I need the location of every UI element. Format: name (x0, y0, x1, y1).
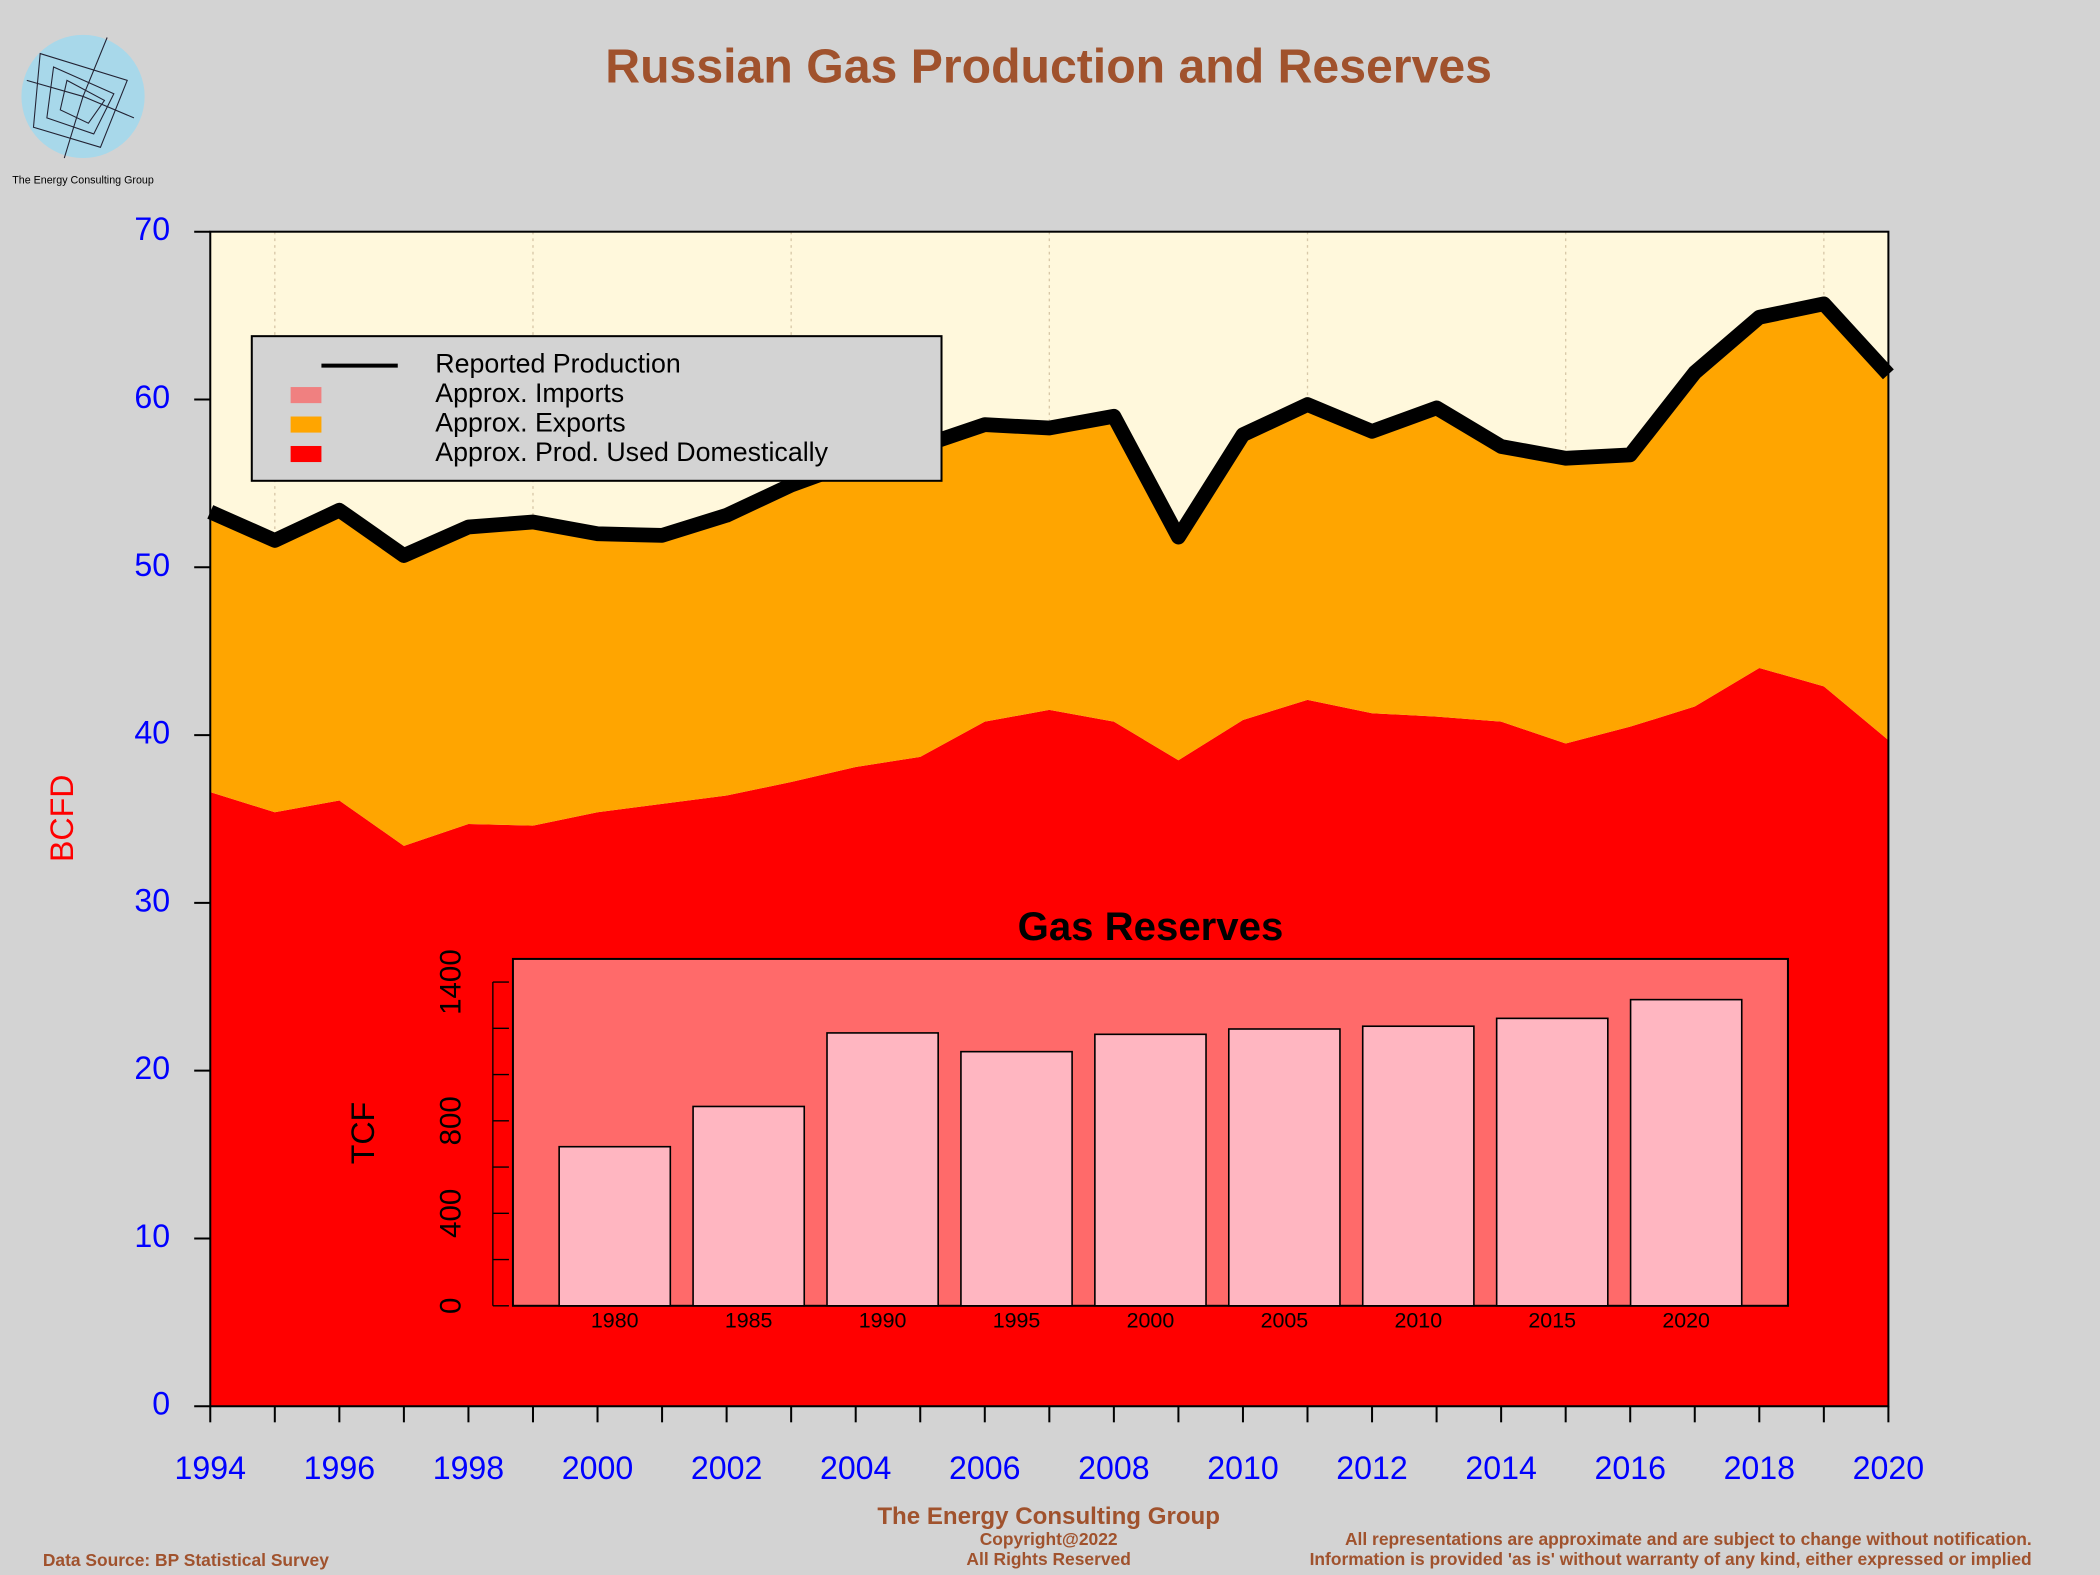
logo (21, 34, 145, 159)
y-tick-label: 20 (134, 1050, 170, 1086)
legend-label: Approx. Exports (435, 408, 625, 438)
y-tick-label: 400 (434, 1189, 467, 1238)
inset-title: Gas Reserves (1018, 904, 1284, 949)
x-tick-label: 2000 (1127, 1309, 1175, 1333)
x-tick-label: 2018 (1724, 1450, 1795, 1486)
legend-label: Reported Production (435, 349, 681, 379)
x-tick-label: 2006 (949, 1450, 1020, 1486)
bar (826, 1032, 939, 1307)
x-tick-label: 2010 (1394, 1309, 1442, 1333)
y-tick-label: 60 (134, 379, 170, 415)
legend-label: Approx. Imports (435, 378, 624, 408)
x-tick-label: 2016 (1594, 1450, 1665, 1486)
x-tick-label: 2020 (1662, 1309, 1710, 1333)
logo-text: The Energy Consulting Group (12, 175, 154, 187)
y-tick-label: 50 (134, 547, 170, 583)
x-tick-label: 2005 (1261, 1309, 1309, 1333)
area (210, 303, 1889, 846)
y-tick-label: 10 (134, 1218, 170, 1254)
bar (1094, 1033, 1207, 1307)
x-tick-label: 2020 (1853, 1450, 1924, 1486)
chart-title: Russian Gas Production and Reserves (605, 39, 1492, 93)
x-tick-label: 1994 (175, 1450, 246, 1486)
footer-disclaimer: All representations are approximate and … (1345, 1529, 2032, 1549)
line (207, 296, 1894, 563)
y-tick-label: 0 (434, 1298, 467, 1314)
logo-lines (26, 37, 135, 159)
x-tick-label: 2012 (1336, 1450, 1407, 1486)
y-tick-label: 30 (134, 882, 170, 918)
x-tick-label: 2010 (1207, 1450, 1278, 1486)
y-tick-label: 0 (152, 1386, 170, 1422)
inset-y-label: TCF (345, 1102, 381, 1164)
x-tick-label: 2002 (691, 1450, 762, 1486)
legend-swatch (290, 387, 322, 404)
footer-disclaimer: Information is provided 'as is' without … (1310, 1549, 2032, 1569)
y-tick-label: 800 (434, 1096, 467, 1145)
x-tick-label: 1995 (993, 1309, 1041, 1333)
x-tick-label: 1996 (304, 1450, 375, 1486)
footer-rights: All Rights Reserved (966, 1549, 1130, 1569)
x-tick-label: 1990 (859, 1309, 907, 1333)
y-tick-label: 1400 (434, 949, 467, 1015)
x-tick-label: 2004 (820, 1450, 891, 1486)
legend-box (250, 335, 943, 482)
y-tick-label: 70 (134, 211, 170, 247)
y-axis-label: BCFD (44, 775, 80, 862)
bar (558, 1145, 672, 1307)
bar (692, 1105, 806, 1307)
bar (1629, 998, 1743, 1307)
legend-swatch (290, 445, 322, 463)
footer-copyright: Copyright@2022 (980, 1529, 1118, 1549)
x-tick-label: 1985 (725, 1309, 773, 1333)
x-tick-label: 2008 (1078, 1450, 1149, 1486)
bar (1361, 1025, 1475, 1307)
bar (1227, 1028, 1341, 1307)
x-tick-label: 1980 (591, 1309, 639, 1333)
legend-label: Approx. Prod. Used Domestically (435, 437, 828, 467)
bar (960, 1050, 1073, 1307)
footer-company: The Energy Consulting Group (877, 1503, 1220, 1530)
y-tick-label: 40 (134, 715, 170, 751)
x-tick-label: 2014 (1465, 1450, 1536, 1486)
footer-source: Data Source: BP Statistical Survey (43, 1550, 329, 1570)
legend-swatch (290, 416, 322, 433)
x-tick-label: 1998 (433, 1450, 504, 1486)
x-tick-label: 2000 (562, 1450, 633, 1486)
x-tick-label: 2015 (1528, 1309, 1576, 1333)
bar (1495, 1017, 1609, 1307)
